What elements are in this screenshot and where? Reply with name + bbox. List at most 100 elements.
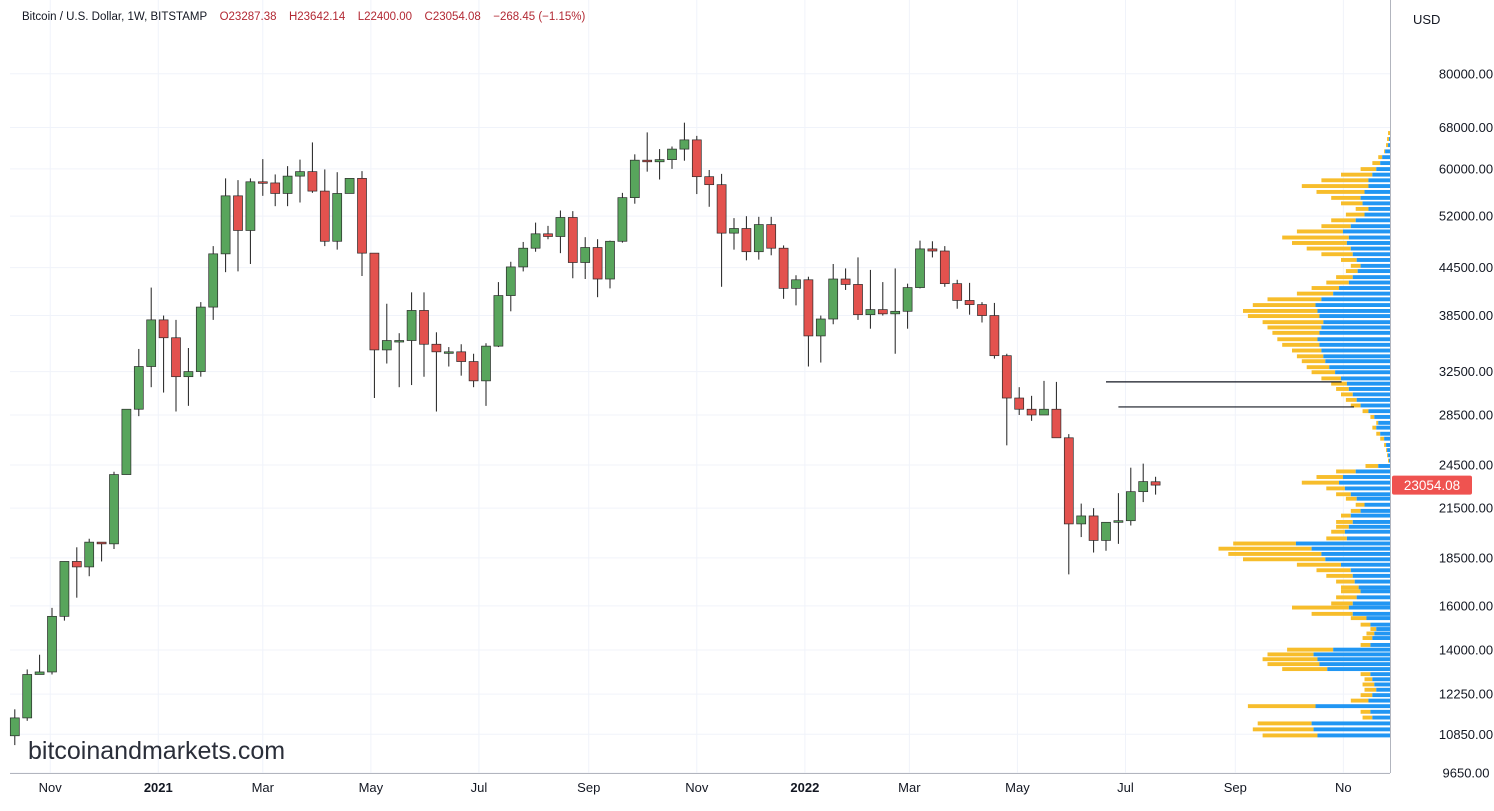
volume-profile-up-bar: [1368, 409, 1390, 414]
ohlc-close: C23054.08: [425, 11, 481, 23]
candle-body: [295, 171, 305, 177]
candle: [543, 225, 553, 240]
volume-profile-down-bar: [1282, 342, 1320, 347]
volume-profile-down-bar: [1360, 642, 1371, 647]
volume-profile-down-bar: [1331, 601, 1353, 606]
volume-profile-up-bar: [1333, 291, 1390, 296]
candle-body: [729, 228, 739, 234]
volume-profile-down-bar: [1321, 224, 1351, 229]
volume-profile-up-bar: [1333, 647, 1390, 652]
volume-profile-down-bar: [1228, 551, 1322, 556]
volume-profile-up-bar: [1342, 229, 1390, 234]
volume-profile-up-bar: [1388, 453, 1390, 458]
candle: [394, 333, 405, 388]
volume-profile-up-bar: [1362, 201, 1390, 206]
volume-profile-up-bar: [1352, 519, 1390, 524]
price-axis[interactable]: 80000.00 68000.00 60000.00 52000.00 44500.00…: [1439, 66, 1493, 780]
volume-profile-up-bar: [1295, 541, 1390, 546]
candle: [109, 471, 119, 550]
time-axis[interactable]: Nov 2021 Mar May Jul Sep Nov 2022 Mar May Jul Sep No: [39, 780, 1352, 795]
volume-profile-up-bar: [1317, 657, 1390, 662]
time-tick-label: Jul: [471, 780, 488, 795]
candle: [642, 132, 653, 172]
candle-body: [927, 248, 938, 252]
candle: [1076, 503, 1087, 538]
candle-body: [865, 309, 876, 316]
candle-body: [778, 247, 789, 289]
candle: [964, 282, 975, 315]
volume-profile-down-bar: [1267, 652, 1314, 657]
price-tick-label: 52000.00: [1439, 209, 1493, 224]
time-tick-label: Nov: [39, 780, 63, 795]
volume-profile-down-bar: [1384, 149, 1386, 154]
volume-profile-up-bar: [1325, 359, 1390, 364]
volume-profile-up-bar: [1374, 415, 1390, 419]
volume-profile-down-bar: [1267, 325, 1322, 330]
volume-profile-down-bar: [1360, 672, 1371, 677]
candle: [381, 303, 392, 364]
ohlc-open: O23287.38: [220, 11, 277, 23]
candle-body: [406, 310, 417, 341]
volume-profile-down-bar: [1365, 464, 1379, 468]
candle-body: [803, 279, 814, 337]
candle-body: [146, 319, 157, 367]
volume-profile-up-bar: [1370, 672, 1390, 677]
candle-body: [853, 284, 863, 316]
candle: [766, 216, 777, 256]
candle-body: [419, 310, 429, 345]
candle-body: [468, 361, 479, 382]
candle-body: [369, 252, 380, 351]
candle-body: [34, 671, 45, 675]
candle-body: [1138, 481, 1149, 493]
candle-body: [1101, 521, 1111, 541]
volume-profile-up-bar: [1372, 677, 1390, 682]
candle: [1063, 434, 1074, 575]
volume-profile-up-bar: [1352, 392, 1390, 397]
volume-profile-up-bar: [1368, 698, 1390, 703]
candle: [989, 302, 1000, 359]
candle: [419, 292, 429, 377]
drawn-lines[interactable]: [1106, 381, 1354, 408]
candle-body: [71, 561, 82, 568]
candle: [9, 709, 20, 746]
candle-body: [952, 283, 963, 301]
volume-profile-up-bar: [1374, 682, 1390, 687]
volume-profile-down-bar: [1341, 589, 1361, 594]
candle: [158, 315, 169, 393]
candle-body: [1088, 515, 1099, 541]
volume-profile-down-bar: [1350, 616, 1367, 621]
volume-profile-up-bar: [1346, 536, 1390, 541]
candle-body: [592, 247, 603, 280]
candle-body: [481, 345, 491, 382]
candle: [282, 166, 293, 207]
candle-body: [530, 233, 541, 249]
candle-body: [977, 304, 987, 316]
volume-profile-down-bar: [1336, 492, 1351, 497]
candle: [47, 607, 57, 675]
volume-profile-down-bar: [1341, 392, 1353, 397]
volume-profile-up-bar: [1313, 727, 1390, 732]
volume-profile-up-bar: [1364, 502, 1390, 507]
volume-profile-up-bar: [1355, 218, 1390, 223]
volume-profile-up-bar: [1319, 342, 1390, 347]
volume-profile-down-bar: [1387, 137, 1390, 141]
volume-profile-up-bar: [1388, 143, 1390, 148]
volume-profile-up-bar: [1360, 195, 1390, 200]
volume-profile-down-bar: [1272, 330, 1320, 335]
candle-body: [1076, 515, 1087, 525]
volume-profile-up-bar: [1358, 585, 1390, 590]
volume-profile-down-bar: [1321, 178, 1369, 183]
candle: [902, 283, 913, 329]
volume-profile-up-bar: [1352, 601, 1390, 606]
volume-profile-up-bar: [1382, 155, 1390, 160]
candle-body: [840, 278, 851, 285]
candle: [431, 332, 442, 412]
candle-body: [307, 171, 318, 192]
candle-body: [766, 224, 777, 249]
last-price-value: 23054.08: [1404, 478, 1460, 493]
volume-profile-down-bar: [1331, 218, 1356, 223]
candle: [183, 348, 194, 406]
volume-profile-up-bar: [1335, 370, 1390, 375]
